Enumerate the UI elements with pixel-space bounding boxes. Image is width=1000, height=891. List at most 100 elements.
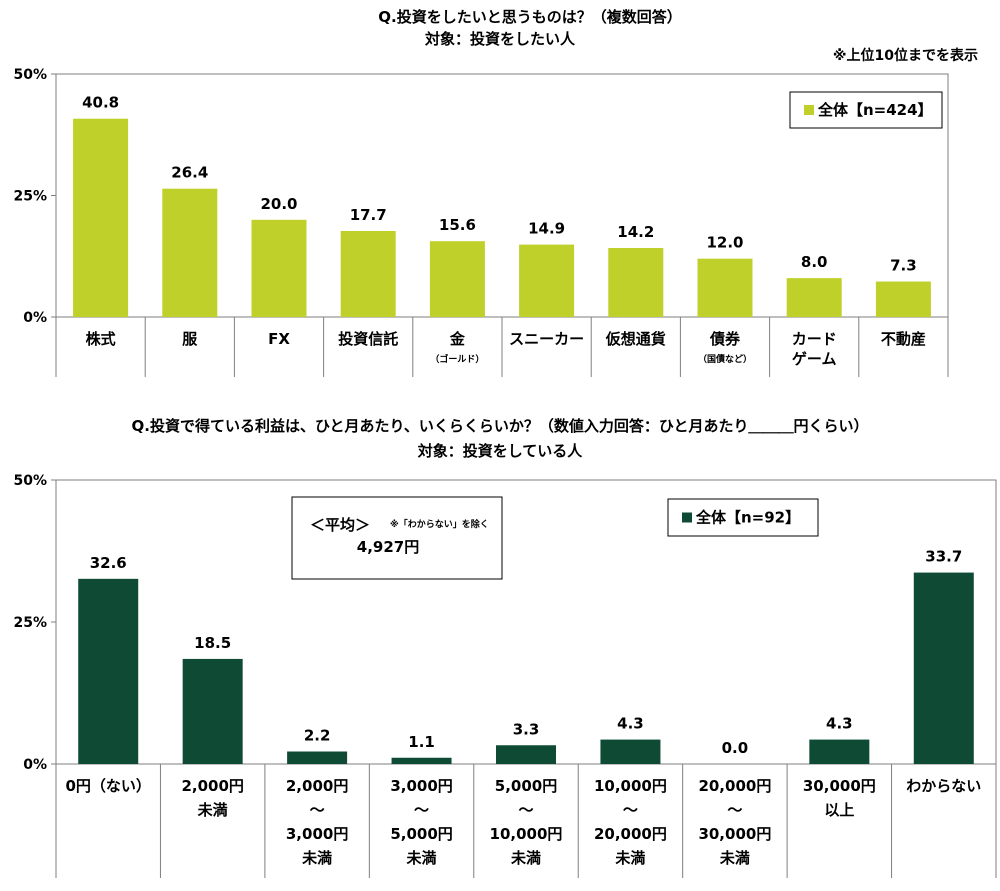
legend-box: [789, 91, 943, 129]
bar-value-label: 2.2: [304, 727, 331, 745]
y-tick-label: 25%: [13, 189, 47, 205]
bar-value-label: 7.3: [890, 257, 917, 275]
bar-value-label: 18.5: [194, 634, 231, 652]
category-label: 20,000円: [698, 777, 771, 795]
bar: [162, 188, 218, 317]
bar: [697, 258, 753, 317]
category-label: 未満: [301, 849, 332, 867]
average-value: 4,927円: [357, 538, 419, 556]
category-label: スニーカー: [509, 330, 584, 348]
category-label: わからない: [906, 777, 981, 795]
category-label: 30,000円: [698, 825, 771, 843]
category-label: ～: [518, 801, 533, 819]
category-label: 3,000円: [286, 825, 348, 843]
average-note: ※「わからない」を除く: [390, 518, 489, 530]
category-note: （ゴールド）: [430, 353, 484, 365]
bar: [786, 278, 842, 317]
bar-value-label: 40.8: [82, 94, 119, 112]
bar: [287, 751, 348, 764]
category-label: FX: [268, 330, 290, 348]
category-label: 5,000円: [495, 777, 557, 795]
bar-value-label: 4.3: [826, 715, 853, 733]
chart1-group: 0% 25% 50% 40.8 株式 26.4 服 20.0 FX 17.7 投資信託 15.6 金 （ゴ…: [13, 67, 949, 377]
category-label: 5,000円: [390, 825, 452, 843]
chart1-note: ※上位10位までを表示: [833, 47, 978, 64]
category-label: 金: [449, 330, 466, 348]
category-label: 債券: [709, 330, 741, 348]
bar: [78, 578, 139, 764]
category-label: 株式: [86, 330, 116, 348]
category-label: ～: [310, 801, 325, 819]
category-label: 仮想通貨: [605, 330, 666, 348]
bar: [809, 739, 870, 764]
category-label: ゲーム: [792, 350, 837, 368]
category-label: 未満: [510, 849, 541, 867]
category-label: 3,000円: [390, 777, 452, 795]
bar-value-label: 17.7: [350, 206, 387, 224]
bar: [182, 658, 243, 764]
bar-value-label: 0.0: [722, 739, 749, 757]
bar: [340, 230, 396, 317]
category-label: 不動産: [881, 330, 926, 348]
category-label: 10,000円: [490, 825, 563, 843]
category-label: 20,000円: [594, 825, 667, 843]
bar: [608, 247, 664, 317]
bar-value-label: 26.4: [171, 164, 208, 182]
chart2-subtitle: 対象：投資をしている人: [417, 442, 584, 460]
category-label: ～: [623, 801, 638, 819]
bar-value-label: 32.6: [90, 554, 127, 572]
category-label: 服: [182, 330, 198, 348]
y-tick-label: 50%: [13, 67, 47, 83]
bar-value-label: 33.7: [925, 548, 962, 566]
bar: [913, 572, 974, 764]
legend-swatch: [804, 105, 814, 115]
category-label: 未満: [719, 849, 750, 867]
y-tick-label: 25%: [13, 615, 47, 631]
bar-value-label: 20.0: [260, 195, 297, 213]
bar: [73, 118, 129, 317]
bar-value-label: 14.9: [528, 220, 565, 238]
category-label: ～: [414, 801, 429, 819]
category-label: 2,000円: [181, 777, 243, 795]
chart1-subtitle: 対象：投資をしたい人: [424, 30, 576, 48]
bar-value-label: 1.1: [408, 733, 435, 751]
bar-value-label: 8.0: [801, 253, 828, 271]
category-label: 未満: [406, 849, 437, 867]
bar-value-label: 3.3: [513, 720, 540, 738]
bar: [519, 244, 575, 317]
chart2-title: Q.投資で得ている利益は、ひと月あたり、いくらくらいか？（数値入力回答：ひと月あ…: [132, 417, 869, 435]
category-label: カード: [792, 330, 837, 348]
category-label: 未満: [197, 801, 228, 819]
category-label: ～: [727, 801, 742, 819]
chart2-group: 0%25%50%32.60円（ない）18.52,000円未満2.22,000円～…: [13, 473, 997, 878]
legend-label: 全体【n=424】: [817, 101, 933, 119]
chart1-title: Q.投資をしたいと思うものは？（複数回答）: [378, 8, 681, 26]
category-label: 10,000円: [594, 777, 667, 795]
category-label: 2,000円: [286, 777, 348, 795]
category-label: 未満: [614, 849, 645, 867]
category-label: 30,000円: [803, 777, 876, 795]
legend-swatch: [682, 512, 692, 523]
bar: [496, 745, 556, 764]
bar-value-label: 15.6: [439, 216, 476, 234]
bar: [600, 739, 661, 764]
bar-value-label: 4.3: [617, 715, 644, 733]
category-note: （国債など）: [698, 353, 752, 365]
category-label: 0円（ない）: [65, 777, 150, 795]
category-label: 以上: [824, 801, 854, 819]
y-tick-label: 50%: [13, 473, 47, 489]
bar-value-label: 14.2: [617, 223, 654, 241]
bar: [429, 241, 485, 317]
bar-value-label: 12.0: [706, 234, 743, 252]
y-tick-label: 0%: [23, 310, 47, 326]
legend-label: 全体【n=92】: [695, 509, 800, 527]
y-tick-label: 0%: [23, 757, 47, 773]
bar: [875, 281, 931, 317]
bar: [391, 757, 452, 764]
legend-box: [667, 498, 819, 537]
average-label: ＜平均＞: [310, 516, 370, 534]
bar: [251, 219, 307, 317]
category-label: 投資信託: [338, 330, 398, 348]
average-box: [291, 496, 503, 580]
